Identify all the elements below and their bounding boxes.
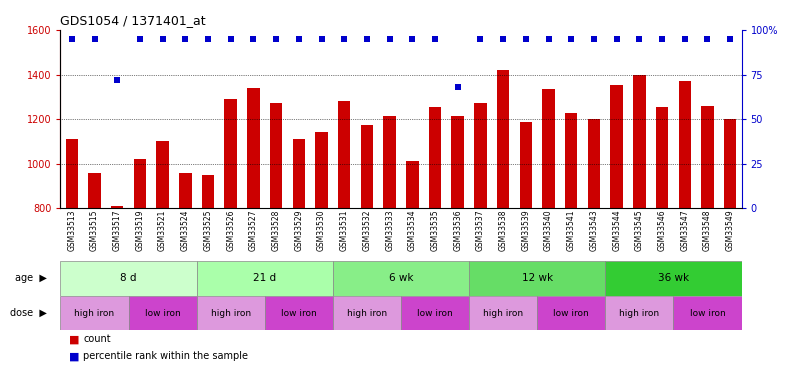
Bar	[361, 124, 373, 208]
Bar	[197, 261, 333, 296]
Text: 12 wk: 12 wk	[521, 273, 553, 284]
Bar	[270, 104, 282, 208]
Bar	[520, 122, 532, 208]
Text: 36 wk: 36 wk	[658, 273, 689, 284]
Text: 6 wk: 6 wk	[388, 273, 413, 284]
Text: high iron: high iron	[347, 309, 387, 318]
Bar	[333, 261, 469, 296]
Bar	[225, 99, 237, 208]
Text: high iron: high iron	[619, 309, 659, 318]
Bar	[197, 296, 264, 330]
Bar	[89, 172, 101, 208]
Bar	[333, 296, 401, 330]
Bar	[542, 89, 555, 208]
Bar	[247, 88, 260, 208]
Text: high iron: high iron	[74, 309, 114, 318]
Bar	[724, 119, 737, 208]
Bar	[701, 106, 713, 208]
Text: low iron: low iron	[145, 309, 181, 318]
Text: low iron: low iron	[690, 309, 725, 318]
Bar	[401, 296, 469, 330]
Bar	[60, 296, 128, 330]
Text: ■: ■	[69, 351, 79, 361]
Text: dose  ▶: dose ▶	[10, 308, 47, 318]
Bar	[634, 75, 646, 208]
Text: low iron: low iron	[554, 309, 589, 318]
Bar	[406, 161, 418, 208]
Bar	[469, 261, 605, 296]
Text: percentile rank within the sample: percentile rank within the sample	[83, 351, 248, 361]
Text: count: count	[83, 334, 110, 344]
Bar	[451, 116, 464, 208]
Text: GDS1054 / 1371401_at: GDS1054 / 1371401_at	[60, 15, 206, 27]
Bar	[338, 101, 351, 208]
Text: age  ▶: age ▶	[15, 273, 47, 284]
Bar	[656, 107, 668, 208]
Bar	[679, 81, 691, 208]
Bar	[673, 296, 742, 330]
Bar	[537, 296, 605, 330]
Text: high iron: high iron	[483, 309, 523, 318]
Bar	[111, 206, 123, 208]
Bar	[497, 70, 509, 208]
Bar	[610, 84, 623, 208]
Bar	[179, 172, 192, 208]
Bar	[264, 296, 333, 330]
Bar	[565, 114, 577, 208]
Bar	[429, 107, 441, 208]
Bar	[202, 175, 214, 208]
Text: 21 d: 21 d	[253, 273, 276, 284]
Bar	[605, 261, 742, 296]
Bar	[65, 139, 78, 208]
Bar	[60, 261, 197, 296]
Text: 8 d: 8 d	[120, 273, 137, 284]
Text: high iron: high iron	[210, 309, 251, 318]
Bar	[605, 296, 673, 330]
Bar	[156, 141, 168, 208]
Bar	[128, 296, 197, 330]
Bar	[384, 116, 396, 208]
Text: ■: ■	[69, 334, 79, 344]
Bar	[474, 104, 487, 208]
Text: low iron: low iron	[418, 309, 453, 318]
Bar	[134, 159, 146, 208]
Text: low iron: low iron	[281, 309, 317, 318]
Bar	[469, 296, 537, 330]
Bar	[588, 119, 600, 208]
Bar	[293, 139, 305, 208]
Bar	[315, 132, 328, 208]
